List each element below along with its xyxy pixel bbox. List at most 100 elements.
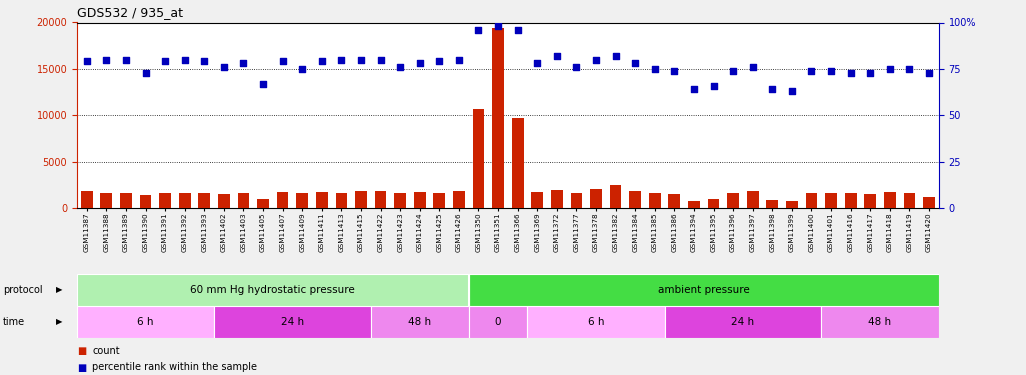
Bar — [453, 191, 465, 208]
Point — [294, 66, 311, 72]
Text: 6 h: 6 h — [137, 316, 154, 327]
Bar — [81, 191, 92, 208]
Text: ▶: ▶ — [56, 285, 63, 294]
Point — [510, 27, 526, 33]
Bar — [786, 201, 798, 208]
Bar — [512, 118, 523, 208]
Point — [803, 68, 820, 74]
Point — [314, 58, 330, 64]
Bar — [648, 193, 661, 208]
Bar — [297, 193, 308, 208]
Bar — [374, 191, 387, 208]
Bar — [884, 192, 896, 208]
Bar — [669, 194, 680, 208]
Point — [137, 70, 154, 76]
Bar — [688, 201, 700, 208]
Bar — [665, 306, 821, 338]
Text: GDS532 / 935_at: GDS532 / 935_at — [77, 6, 183, 19]
Bar — [473, 109, 484, 208]
Point — [784, 88, 800, 94]
Bar — [609, 185, 622, 208]
Bar — [469, 274, 939, 306]
Text: protocol: protocol — [3, 285, 43, 295]
Text: time: time — [3, 316, 26, 327]
Bar — [179, 193, 191, 208]
Point — [98, 57, 115, 63]
Text: percentile rank within the sample: percentile rank within the sample — [92, 363, 258, 372]
Bar — [101, 193, 112, 208]
Bar — [747, 191, 758, 208]
Point — [157, 58, 173, 64]
Point — [372, 57, 389, 63]
Bar — [923, 197, 935, 208]
Bar — [277, 192, 288, 208]
Point — [215, 64, 232, 70]
Text: 60 mm Hg hydrostatic pressure: 60 mm Hg hydrostatic pressure — [191, 285, 355, 295]
Bar — [77, 274, 469, 306]
Point — [79, 58, 95, 64]
Bar — [825, 193, 837, 208]
Point — [333, 57, 350, 63]
Point — [392, 64, 408, 70]
Point — [685, 86, 702, 92]
Bar — [527, 306, 665, 338]
Point — [646, 66, 663, 72]
Point — [353, 57, 369, 63]
Text: ambient pressure: ambient pressure — [658, 285, 750, 295]
Point — [489, 23, 506, 29]
Bar — [159, 193, 171, 208]
Bar — [551, 190, 562, 208]
Bar — [766, 200, 778, 208]
Point — [627, 60, 643, 66]
Bar — [140, 195, 152, 208]
Text: 0: 0 — [495, 316, 502, 327]
Point — [411, 60, 428, 66]
Bar — [370, 306, 469, 338]
Bar — [413, 192, 426, 208]
Bar — [844, 193, 857, 208]
Point — [725, 68, 742, 74]
Point — [176, 57, 193, 63]
Bar — [77, 306, 214, 338]
Point — [274, 58, 290, 64]
Point — [705, 82, 721, 88]
Point — [823, 68, 839, 74]
Point — [196, 58, 212, 64]
Point — [764, 86, 781, 92]
Text: 24 h: 24 h — [281, 316, 304, 327]
Bar — [864, 194, 876, 208]
Point — [431, 58, 447, 64]
Text: count: count — [92, 346, 120, 355]
Point — [901, 66, 917, 72]
Point — [881, 66, 898, 72]
Text: ▶: ▶ — [56, 317, 63, 326]
Bar — [258, 199, 269, 208]
Bar — [238, 193, 249, 208]
Bar — [316, 192, 327, 208]
Point — [254, 81, 271, 87]
Bar — [492, 28, 504, 208]
Bar — [570, 193, 583, 208]
Text: ■: ■ — [77, 346, 86, 355]
Point — [568, 64, 585, 70]
Bar — [433, 193, 445, 208]
Bar — [531, 192, 543, 208]
Point — [842, 70, 859, 76]
Point — [549, 53, 565, 59]
Point — [920, 70, 937, 76]
Bar — [120, 193, 131, 208]
Text: 48 h: 48 h — [408, 316, 431, 327]
Point — [450, 57, 467, 63]
Point — [607, 53, 624, 59]
Bar — [590, 189, 602, 208]
Bar — [629, 191, 641, 208]
Point — [470, 27, 486, 33]
Bar — [214, 306, 370, 338]
Bar — [336, 193, 347, 208]
Bar — [198, 193, 210, 208]
Bar — [904, 193, 915, 208]
Point — [862, 70, 878, 76]
Bar — [821, 306, 939, 338]
Point — [118, 57, 134, 63]
Text: ■: ■ — [77, 363, 86, 372]
